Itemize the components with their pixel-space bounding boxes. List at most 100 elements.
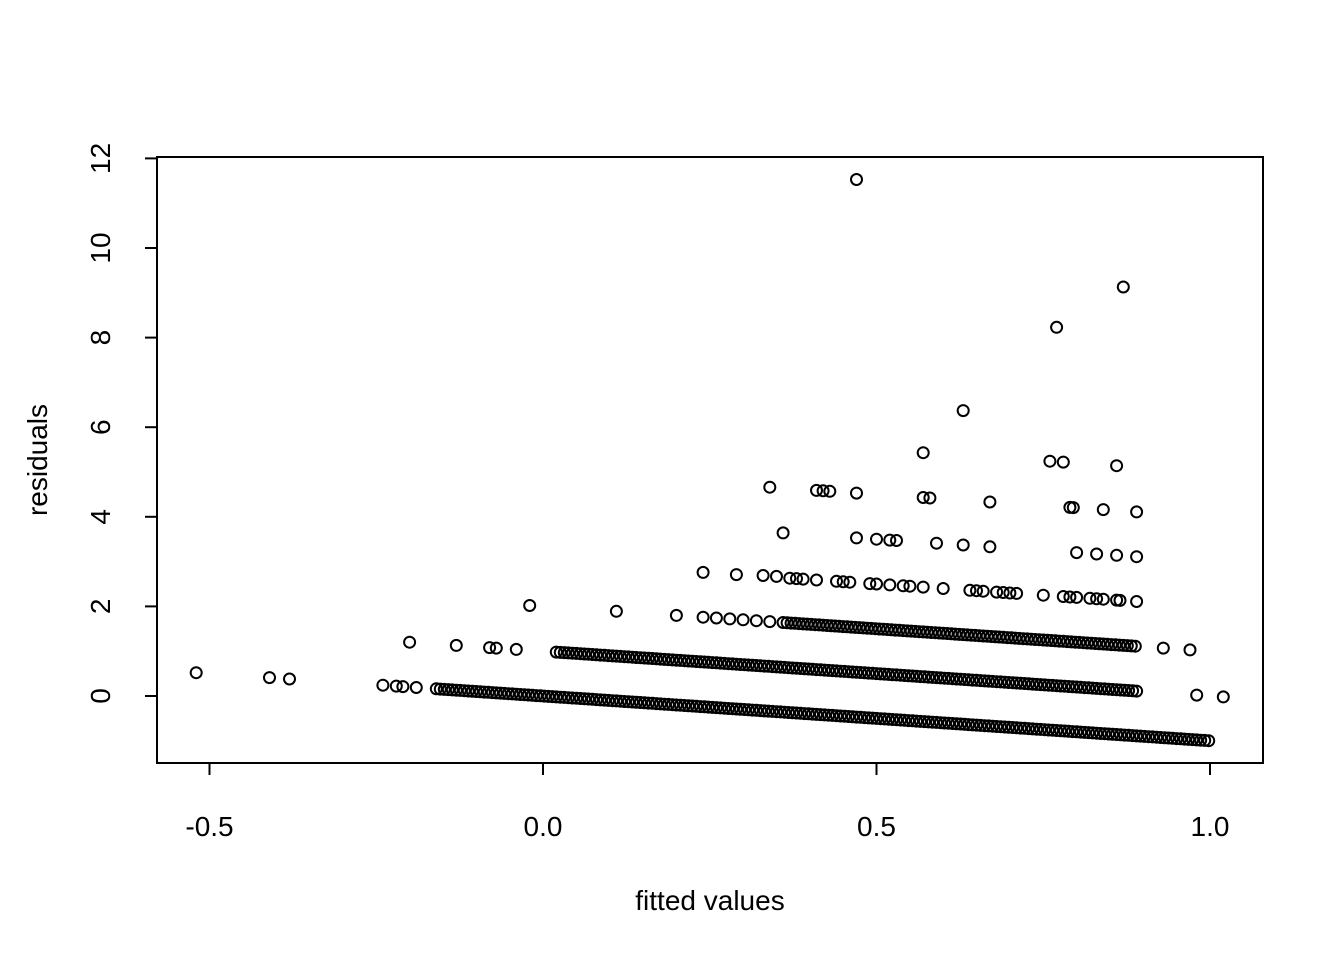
scatter-point <box>673 653 687 667</box>
scatter-point <box>890 668 903 682</box>
scatter-point <box>840 620 854 634</box>
scatter-point <box>938 671 951 685</box>
scatter-point <box>1110 459 1124 473</box>
scatter-point <box>763 480 777 494</box>
scatter-point <box>565 691 579 705</box>
scatter-point <box>721 657 735 671</box>
scatter-point <box>589 648 603 662</box>
scatter-point <box>788 616 802 630</box>
scatter-point <box>918 715 931 729</box>
scatter-point <box>625 650 639 664</box>
scatter-point <box>890 534 903 547</box>
scatter-point <box>814 708 827 722</box>
scatter-point <box>1190 688 1204 702</box>
scatter-point <box>843 575 857 589</box>
scatter-point <box>649 652 663 666</box>
y-tick-label: 4 <box>85 509 116 525</box>
scatter-point <box>846 710 859 724</box>
scatter-point <box>930 536 943 550</box>
y-axis: 0 2 4 6 8 10 12 <box>85 143 158 704</box>
scatter-point <box>796 572 810 586</box>
scatter-point <box>932 626 946 640</box>
scatter-point <box>585 648 599 661</box>
scatter-point <box>984 630 998 643</box>
scatter-point <box>613 694 627 708</box>
scatter-point <box>545 690 559 704</box>
scatter-point <box>978 674 992 688</box>
scatter-point <box>429 682 443 696</box>
scatter-point <box>1120 639 1134 653</box>
scatter-point <box>956 628 970 642</box>
scatter-point <box>898 713 911 727</box>
scatter-point <box>980 629 994 643</box>
scatter-point <box>1094 727 1108 740</box>
scatter-point <box>1110 548 1124 562</box>
scatter-point <box>938 716 951 730</box>
scatter-point <box>709 701 723 715</box>
scatter-point <box>1096 503 1110 517</box>
x-tick-label: -0.5 <box>185 811 233 842</box>
scatter-point <box>1110 683 1124 697</box>
scatter-point <box>1116 638 1130 652</box>
scatter-point <box>757 659 771 673</box>
scatter-point <box>804 617 818 631</box>
scatter-point <box>836 575 850 589</box>
scatter-point <box>737 658 751 672</box>
scatter-point <box>858 666 871 680</box>
scatter-point <box>930 671 943 685</box>
scatter-point <box>573 647 587 661</box>
scatter-point <box>922 715 935 729</box>
scatter-point <box>1090 592 1104 606</box>
scatter-point <box>529 689 543 703</box>
scatter-point <box>974 674 988 688</box>
scatter-point <box>409 681 423 694</box>
scatter-point <box>886 668 899 682</box>
scatter-point <box>996 630 1010 644</box>
scatter-point <box>914 670 927 684</box>
scatter-point <box>1050 679 1064 693</box>
scatter-point <box>1186 733 1200 747</box>
scatter-point <box>737 703 751 716</box>
scatter-point <box>481 685 495 699</box>
scatter-point <box>850 710 863 724</box>
scatter-point <box>761 704 775 718</box>
scatter-point <box>653 652 667 666</box>
scatter-point <box>685 699 699 713</box>
scatter-point <box>605 649 619 663</box>
scatter-point <box>858 711 871 725</box>
scatter-point <box>729 657 743 671</box>
scatter-point <box>844 620 858 634</box>
scatter-point <box>866 666 879 680</box>
scatter-point <box>1024 632 1038 646</box>
scatter-point <box>952 627 966 641</box>
scatter-point <box>770 705 783 719</box>
scatter-point <box>1052 634 1066 648</box>
scatter-point <box>1138 729 1152 743</box>
scatter-point <box>705 700 719 714</box>
scatter-point <box>944 627 958 641</box>
scatter-point <box>958 673 971 686</box>
scatter-point <box>898 669 911 682</box>
scatter-point <box>1070 680 1084 694</box>
scatter-point <box>1070 725 1084 739</box>
scatter-point <box>798 662 811 676</box>
scatter-point <box>537 689 551 703</box>
scatter-point <box>882 712 895 726</box>
scatter-point <box>741 703 755 717</box>
scatter-point <box>860 621 874 635</box>
scatter-point <box>489 641 503 655</box>
scatter-point <box>1003 586 1017 600</box>
scatter-point <box>1076 636 1090 650</box>
scatter-point <box>1032 633 1046 647</box>
scatter-point <box>810 573 823 587</box>
scatter-point <box>681 699 695 713</box>
scatter-point <box>441 683 455 697</box>
scatter-point <box>1064 635 1078 649</box>
scatter-point <box>721 702 735 715</box>
scatter-point <box>830 574 843 588</box>
scatter-point <box>936 582 950 595</box>
scatter-point <box>1194 733 1208 747</box>
scatter-point <box>741 658 755 672</box>
scatter-point <box>928 626 942 640</box>
scatter-point <box>776 616 790 629</box>
